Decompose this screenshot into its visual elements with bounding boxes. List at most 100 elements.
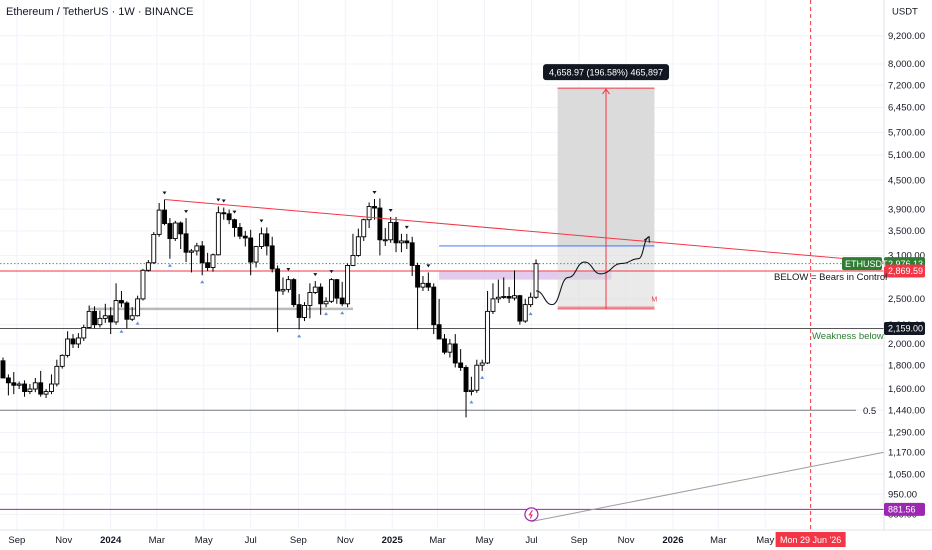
candle[interactable] <box>210 253 216 272</box>
candle[interactable] <box>75 333 81 349</box>
candle[interactable] <box>404 233 410 250</box>
candle[interactable] <box>377 198 383 256</box>
candle[interactable] <box>372 198 377 220</box>
candle[interactable] <box>43 389 49 399</box>
candle[interactable] <box>65 331 71 358</box>
candle[interactable] <box>156 202 162 237</box>
candle[interactable] <box>221 207 227 220</box>
candle[interactable] <box>49 374 54 395</box>
candle[interactable] <box>517 294 523 325</box>
candle[interactable] <box>328 278 334 303</box>
candle[interactable] <box>124 301 130 329</box>
candle[interactable] <box>285 275 291 293</box>
candle[interactable] <box>506 287 512 303</box>
candle[interactable] <box>398 233 404 253</box>
candle[interactable] <box>11 372 17 395</box>
candle[interactable] <box>291 278 297 308</box>
candle[interactable] <box>205 252 211 272</box>
candle[interactable] <box>366 202 372 229</box>
projection-path[interactable] <box>535 236 650 306</box>
candle[interactable] <box>323 297 329 308</box>
candle[interactable] <box>495 279 501 303</box>
candle[interactable] <box>409 236 415 276</box>
candle[interactable] <box>0 357 6 379</box>
candle[interactable] <box>81 324 87 341</box>
candle[interactable] <box>269 236 275 273</box>
candle[interactable] <box>178 221 184 250</box>
candle[interactable] <box>447 338 453 358</box>
candle[interactable] <box>431 283 437 335</box>
candle[interactable] <box>415 262 421 330</box>
candle[interactable] <box>194 242 200 256</box>
candle[interactable] <box>232 218 237 237</box>
candle[interactable] <box>296 294 302 330</box>
candle[interactable] <box>27 384 33 395</box>
candle[interactable] <box>522 298 528 323</box>
candle[interactable] <box>388 216 394 243</box>
candle[interactable] <box>151 232 157 265</box>
candle[interactable] <box>463 365 469 418</box>
trend-drawings[interactable] <box>164 198 885 523</box>
candle[interactable] <box>490 283 496 314</box>
candle[interactable] <box>32 377 38 393</box>
candle[interactable] <box>140 268 146 301</box>
candle[interactable] <box>355 228 361 257</box>
candle[interactable] <box>312 281 318 295</box>
candle[interactable] <box>442 334 447 355</box>
candle[interactable] <box>16 381 22 390</box>
candle[interactable] <box>183 218 189 263</box>
candle[interactable] <box>468 376 474 396</box>
candle[interactable] <box>92 306 97 329</box>
candle[interactable] <box>345 263 351 308</box>
candle[interactable] <box>318 283 324 315</box>
candle[interactable] <box>458 349 464 371</box>
candle[interactable] <box>479 359 485 371</box>
candle[interactable] <box>302 302 307 322</box>
ascending-diagonal-line[interactable] <box>531 451 885 523</box>
candle[interactable] <box>512 270 517 301</box>
candle[interactable] <box>119 290 124 308</box>
descending-trendline[interactable] <box>164 198 885 263</box>
candle[interactable] <box>54 359 60 387</box>
candle[interactable] <box>237 223 243 240</box>
candle[interactable] <box>188 249 194 273</box>
candle[interactable] <box>474 359 480 393</box>
candle[interactable] <box>226 209 232 225</box>
candle[interactable] <box>361 218 367 241</box>
candle[interactable] <box>501 277 507 299</box>
candle[interactable] <box>393 216 399 253</box>
candle[interactable] <box>334 278 340 304</box>
candle[interactable] <box>242 230 248 247</box>
candle[interactable] <box>129 307 135 322</box>
candle[interactable] <box>22 380 27 397</box>
candle[interactable] <box>97 310 103 328</box>
candle[interactable] <box>253 245 259 268</box>
candle[interactable] <box>452 334 458 368</box>
candle[interactable] <box>59 354 65 369</box>
candle[interactable] <box>264 227 270 256</box>
candle[interactable] <box>167 218 173 259</box>
candle[interactable] <box>485 290 491 365</box>
candle[interactable] <box>350 233 356 267</box>
candle[interactable] <box>533 259 539 299</box>
candle[interactable] <box>162 199 167 226</box>
candle[interactable] <box>420 275 426 291</box>
candle[interactable] <box>280 277 286 295</box>
candle[interactable] <box>102 303 108 323</box>
time-axis[interactable]: Sep Nov 2024 Mar May Jul Sep Nov 2025 Mar May Jul Se… <box>0 529 932 550</box>
candle[interactable] <box>275 265 281 333</box>
candle[interactable] <box>248 229 254 276</box>
candle[interactable] <box>70 334 76 349</box>
candle[interactable] <box>145 260 151 272</box>
candle[interactable] <box>339 281 345 307</box>
candle[interactable] <box>215 206 221 256</box>
candle[interactable] <box>528 292 534 308</box>
candle[interactable] <box>307 283 313 319</box>
candle[interactable] <box>258 227 264 250</box>
candle[interactable] <box>436 298 442 340</box>
candles[interactable] <box>0 198 539 418</box>
candle[interactable] <box>382 228 388 246</box>
candle[interactable] <box>199 240 205 276</box>
